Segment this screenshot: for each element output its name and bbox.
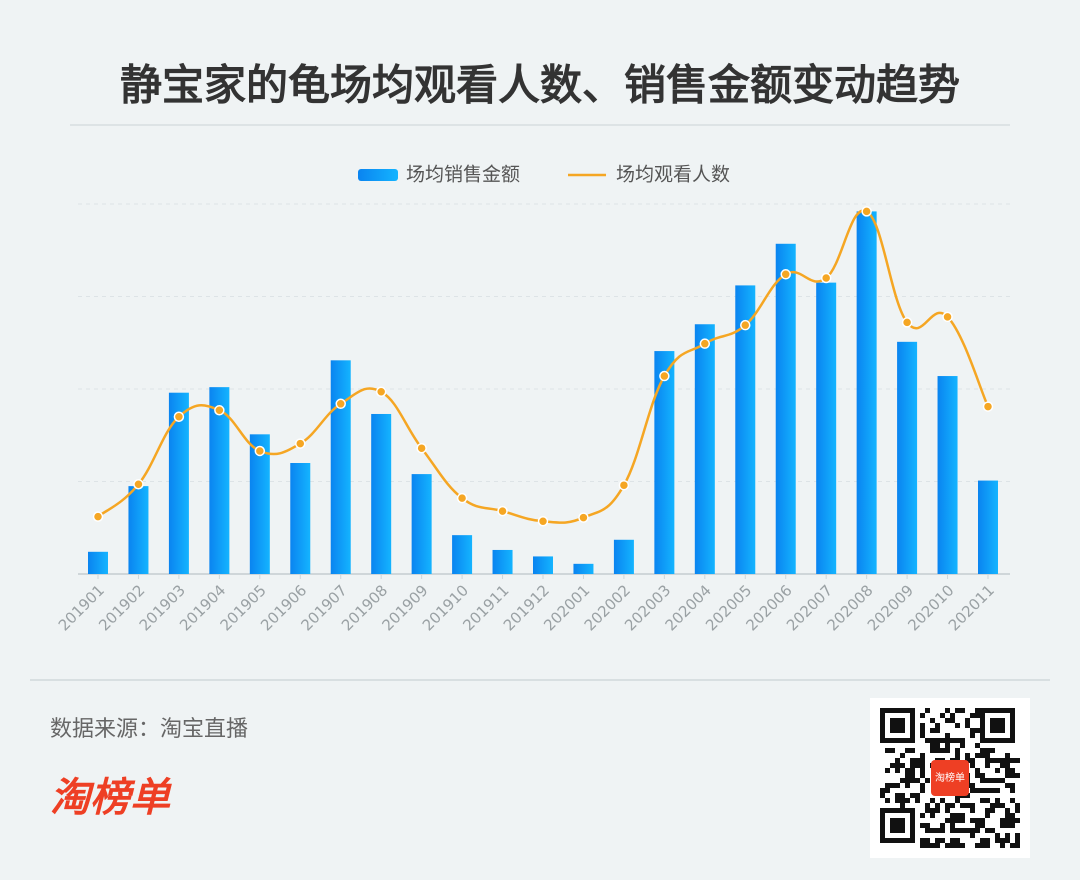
line-point bbox=[173, 411, 185, 422]
bar bbox=[249, 434, 270, 574]
plot: 2019012019022019032019042019052019062019… bbox=[55, 203, 1010, 635]
bar bbox=[411, 474, 432, 574]
line-point bbox=[335, 398, 346, 410]
line-point bbox=[416, 442, 427, 454]
line-point bbox=[214, 405, 225, 416]
logo: 淘榜单 bbox=[50, 775, 172, 821]
qr-code: 淘榜单 bbox=[870, 698, 1030, 858]
line-point bbox=[254, 445, 266, 457]
qr-logo: 淘榜单 bbox=[935, 771, 965, 784]
line-point bbox=[92, 511, 104, 522]
bar bbox=[492, 549, 513, 574]
line-point bbox=[456, 492, 468, 504]
bar bbox=[654, 351, 675, 574]
line-point bbox=[375, 386, 387, 398]
line-point bbox=[578, 512, 589, 523]
bar bbox=[694, 324, 715, 574]
line-point bbox=[295, 438, 306, 449]
bar bbox=[816, 282, 837, 574]
chart-title: 静宝家的龟场均观看人数、销售金额变动趋势 bbox=[120, 61, 960, 110]
line-point bbox=[901, 317, 913, 328]
line-point bbox=[618, 479, 630, 491]
bar bbox=[533, 556, 553, 574]
bar bbox=[371, 413, 392, 574]
line-point bbox=[659, 370, 670, 382]
line-point bbox=[820, 272, 832, 284]
line-point bbox=[861, 206, 872, 217]
bar bbox=[735, 285, 756, 574]
line-point bbox=[942, 311, 953, 323]
legend-label: 场均销售金额 bbox=[406, 164, 520, 186]
line-point bbox=[497, 505, 508, 517]
bar bbox=[613, 539, 634, 574]
bar bbox=[128, 486, 149, 574]
bar bbox=[573, 563, 594, 574]
bar bbox=[897, 341, 918, 574]
source: 数据来源：淘宝直播 bbox=[50, 717, 248, 742]
bar bbox=[330, 360, 351, 574]
line-point bbox=[780, 269, 791, 280]
line-point bbox=[982, 401, 994, 412]
bar bbox=[290, 463, 311, 574]
line-point bbox=[740, 319, 751, 331]
bar bbox=[856, 211, 877, 574]
legend-swatch bbox=[358, 169, 398, 181]
legend-label: 场均观看人数 bbox=[616, 164, 730, 186]
line-point bbox=[537, 516, 549, 527]
line-point bbox=[699, 338, 711, 349]
bar bbox=[775, 243, 796, 574]
line-point bbox=[133, 479, 144, 490]
bar bbox=[978, 480, 998, 574]
bar bbox=[168, 392, 189, 574]
bar bbox=[452, 535, 473, 574]
legend: 场均销售金额 场均观看人数 bbox=[358, 164, 730, 186]
bar bbox=[88, 551, 108, 574]
bar bbox=[209, 387, 230, 574]
bar bbox=[937, 376, 958, 574]
